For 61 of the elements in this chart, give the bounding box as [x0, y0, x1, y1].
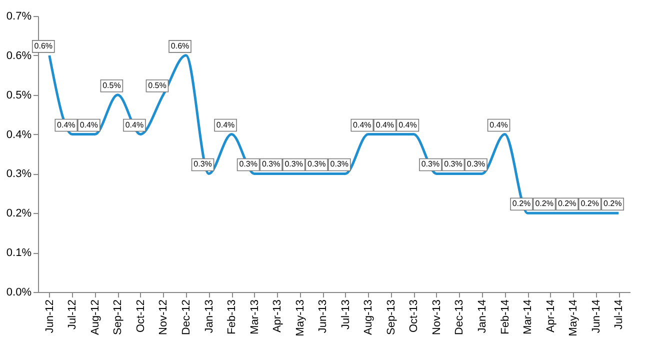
data-label: 0.3%	[194, 160, 212, 169]
x-tick-label: Nov-12	[158, 300, 170, 335]
data-label: 0.5%	[102, 80, 121, 90]
y-tick-label: 0.7%	[6, 10, 32, 22]
x-tick-label: Jul-14	[613, 300, 626, 330]
data-label: 0.3%	[444, 160, 462, 169]
x-tick-label: Feb-14	[499, 300, 512, 334]
x-tick-label: Oct-13	[408, 300, 420, 333]
data-label: 0.3%	[262, 160, 280, 169]
x-tick-label: Oct-12	[134, 300, 147, 333]
data-label: 0.3%	[239, 160, 258, 169]
data-label: 0.4%	[398, 120, 417, 130]
y-tick-label: 0.0%	[6, 286, 32, 298]
x-tick-label: Sep-13	[385, 300, 398, 335]
y-tick-label: 0.5%	[6, 89, 32, 102]
x-tick-label: May-13	[294, 300, 306, 336]
data-label: 0.4%	[57, 120, 76, 130]
x-tick-label: Apr-14	[544, 300, 557, 333]
data-label: 0.3%	[308, 160, 326, 169]
x-tick-label: Jul-13	[340, 300, 352, 330]
line-series	[48, 54, 620, 214]
x-tick-label: Jun-14	[590, 300, 602, 334]
x-tick-label: Feb-13	[226, 300, 238, 334]
x-tick-label: Mar-14	[522, 300, 534, 334]
x-tick-label: Nov-13	[430, 300, 443, 335]
x-tick-label: Dec-12	[180, 300, 192, 335]
data-label: 0.4%	[216, 120, 235, 130]
data-label: 0.3%	[284, 160, 303, 169]
data-label: 0.2%	[604, 199, 622, 208]
y-tick-label: 0.1%	[6, 247, 32, 260]
data-label: 0.2%	[580, 199, 599, 208]
x-tick-label: Dec-13	[454, 300, 466, 335]
x-tick-label: Apr-13	[272, 300, 284, 333]
data-label: 0.3%	[466, 160, 486, 169]
data-label: 0.2%	[535, 199, 554, 208]
data-label: 0.3%	[421, 160, 440, 169]
x-tick-label: Sep-12	[112, 300, 124, 335]
x-tick-label: Jan-14	[476, 300, 488, 334]
y-tick-label: 0.6%	[6, 50, 32, 62]
data-label: 0.2%	[558, 199, 576, 208]
y-tick-label: 0.4%	[6, 128, 32, 141]
x-tick-label: Jun-13	[317, 300, 330, 334]
data-label: 0.6%	[170, 41, 190, 50]
data-label: 0.4%	[353, 120, 372, 130]
data-label: 0.5%	[148, 80, 166, 90]
data-label: 0.2%	[512, 199, 531, 208]
data-label: 0.6%	[34, 41, 52, 50]
y-tick-label: 0.3%	[6, 168, 32, 180]
x-tick-label: May-14	[568, 300, 580, 336]
data-label: 0.4%	[125, 120, 144, 130]
y-tick-label: 0.2%	[6, 208, 32, 220]
x-tick-label: Mar-13	[248, 300, 261, 334]
x-tick-label: Jun-12	[44, 300, 56, 334]
data-label: 0.4%	[80, 120, 98, 130]
x-tick-label: Aug-12	[89, 300, 102, 335]
x-tick-label: Aug-13	[362, 300, 375, 335]
x-tick-label: Jan-13	[203, 300, 216, 334]
data-label: 0.4%	[376, 120, 394, 130]
x-tick-label: Jul-12	[66, 300, 79, 330]
data-label: 0.4%	[490, 120, 508, 130]
data-label: 0.3%	[330, 160, 348, 169]
